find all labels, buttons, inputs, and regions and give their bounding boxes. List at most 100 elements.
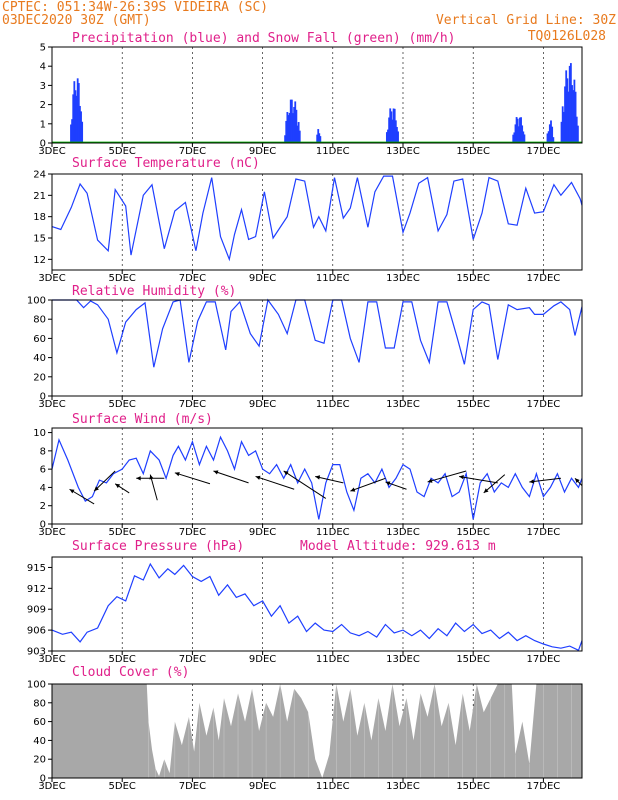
wind-arrow-head <box>69 489 75 494</box>
panel-title-cloud: Cloud Cover (%) <box>72 665 189 680</box>
x-tick-label: 3DEC <box>38 654 65 665</box>
precip-bar <box>81 121 84 143</box>
precip-bar <box>569 63 572 144</box>
wind-arrow <box>213 470 249 484</box>
precip-bar <box>565 70 568 143</box>
x-tick-label: 11DEC <box>316 527 350 538</box>
precip-bar <box>571 85 573 143</box>
y-tick-label: 15 <box>33 234 46 245</box>
x-tick-label: 13DEC <box>386 527 420 538</box>
y-tick-label: 20 <box>33 755 46 766</box>
precip-bar <box>293 106 296 143</box>
panel-precip: 0 1 2 3 4 5 3DEC 5DEC 7DEC 9DEC 11DEC 13DEC 15DEC 17D… <box>38 43 583 157</box>
precip-bar <box>388 117 391 143</box>
precip-bar <box>77 83 80 143</box>
x-tick-label: 7DEC <box>179 781 206 792</box>
precip-bar <box>292 113 294 143</box>
wind-arrow <box>93 470 116 492</box>
wind-arrow-head <box>255 475 261 480</box>
wind-arrow-head <box>529 479 535 484</box>
panel-cloud: 0 20 40 60 80 100 3DEC 5DEC 7DEC 9DEC 11DEC 13DEC 15… <box>27 680 583 792</box>
y-tick-label: 1 <box>40 119 46 130</box>
y-tick-label: 10 <box>33 428 46 439</box>
x-tick-label: 17DEC <box>527 399 561 410</box>
precip-bar <box>396 126 398 143</box>
y-tick-label: 0 <box>40 774 46 785</box>
precip-bar <box>573 79 576 143</box>
wind-arrow-head <box>283 470 289 476</box>
panel-frame <box>51 299 583 397</box>
wind-arrow <box>315 475 344 484</box>
cloud-cover-stripes <box>51 684 572 778</box>
x-tick-label: 15DEC <box>456 781 490 792</box>
panel-title-pressure: Surface Pressure (hPa) <box>72 539 244 554</box>
pressure-line <box>51 562 583 652</box>
precip-bar <box>71 119 74 143</box>
wind-arrow-head <box>574 478 580 483</box>
panel-title-precip: Precipitation (blue) and Snow Fall (gree… <box>72 31 456 46</box>
x-tick-label: 11DEC <box>316 146 350 157</box>
wind-arrow-head <box>94 486 99 492</box>
x-tick-label: 9DEC <box>249 273 276 284</box>
y-tick-label: 3 <box>40 81 46 92</box>
x-tick-label: 11DEC <box>316 399 350 410</box>
precip-bar <box>550 120 552 143</box>
y-tick-label: 20 <box>33 372 46 383</box>
precip-bar <box>316 134 319 143</box>
x-tick-label: 9DEC <box>249 654 276 665</box>
precip-bar <box>567 91 570 143</box>
x-tick-label: 3DEC <box>38 781 65 792</box>
x-tick-label: 3DEC <box>38 527 65 538</box>
panel-frame <box>51 683 583 779</box>
y-tick-label: 40 <box>33 736 46 747</box>
x-tick-label: 11DEC <box>316 654 350 665</box>
wind-arrow <box>529 477 561 483</box>
y-tick-label: 906 <box>27 626 46 637</box>
x-tick-label: 5DEC <box>109 146 136 157</box>
y-tick-label: 912 <box>27 584 46 595</box>
y-tick-label: 60 <box>33 717 46 728</box>
y-tick-label: 18 <box>33 212 46 223</box>
precip-bar <box>389 108 392 143</box>
precip-bar <box>286 111 289 143</box>
x-tick-label: 13DEC <box>386 781 420 792</box>
header-grid-note: Vertical Grid Line: 30Z <box>436 13 616 28</box>
precip-bar <box>296 125 299 143</box>
precip-bar <box>385 132 388 143</box>
wind-arrow <box>174 472 211 485</box>
header-location: CPTEC: 051:34W-26:39S VIDEIRA (SC) <box>2 0 268 15</box>
y-tick-label: 0 <box>40 520 46 531</box>
precip-bar <box>390 111 393 143</box>
precip-bar <box>285 120 288 143</box>
precip-bar <box>547 131 550 143</box>
panel-wind: 0 2 4 6 8 10 3DEC 5DEC 7DEC 9DEC 11DEC 13DEC 15DEC 17… <box>33 427 583 538</box>
panel-title-temp: Surface Temperature (nC) <box>72 156 260 171</box>
precip-bar <box>577 125 579 143</box>
precip-bar <box>387 129 389 143</box>
wind-arrow <box>283 470 327 499</box>
wind-arrow <box>459 475 498 484</box>
x-tick-label: 13DEC <box>386 399 420 410</box>
precip-bar <box>298 130 301 143</box>
x-tick-label: 7DEC <box>179 654 206 665</box>
wind-arrow-head <box>315 475 321 480</box>
precip-bar <box>75 95 78 143</box>
precip-bar <box>393 108 396 143</box>
precip-bar <box>574 91 577 143</box>
x-tick-label: 9DEC <box>249 781 276 792</box>
wind-arrow <box>427 470 467 483</box>
panel-pressure: 903 906 909 912 915 3DEC 5DEC 7DEC 9DEC 11DEC 13DE… <box>27 556 583 665</box>
x-tick-label: 13DEC <box>386 654 420 665</box>
precip-bar <box>319 136 322 143</box>
precip-bar <box>560 121 563 143</box>
x-tick-label: 5DEC <box>109 781 136 792</box>
precip-bar <box>519 117 521 143</box>
precip-bar <box>568 65 571 143</box>
precip-bar <box>391 119 394 143</box>
y-tick-label: 100 <box>27 680 46 691</box>
x-tick-label: 9DEC <box>249 399 276 410</box>
precip-bar <box>317 129 320 143</box>
x-tick-label: 7DEC <box>179 399 206 410</box>
